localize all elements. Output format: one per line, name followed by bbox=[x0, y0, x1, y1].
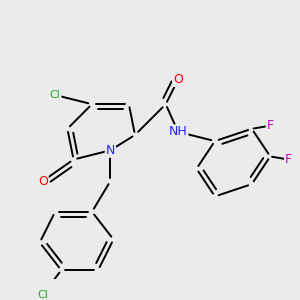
Text: O: O bbox=[173, 73, 183, 86]
Text: O: O bbox=[38, 175, 48, 188]
Text: NH: NH bbox=[169, 125, 188, 138]
Text: N: N bbox=[106, 144, 115, 157]
Text: Cl: Cl bbox=[38, 290, 48, 300]
Text: F: F bbox=[267, 119, 274, 132]
Text: Cl: Cl bbox=[50, 90, 61, 100]
Text: F: F bbox=[285, 153, 292, 166]
